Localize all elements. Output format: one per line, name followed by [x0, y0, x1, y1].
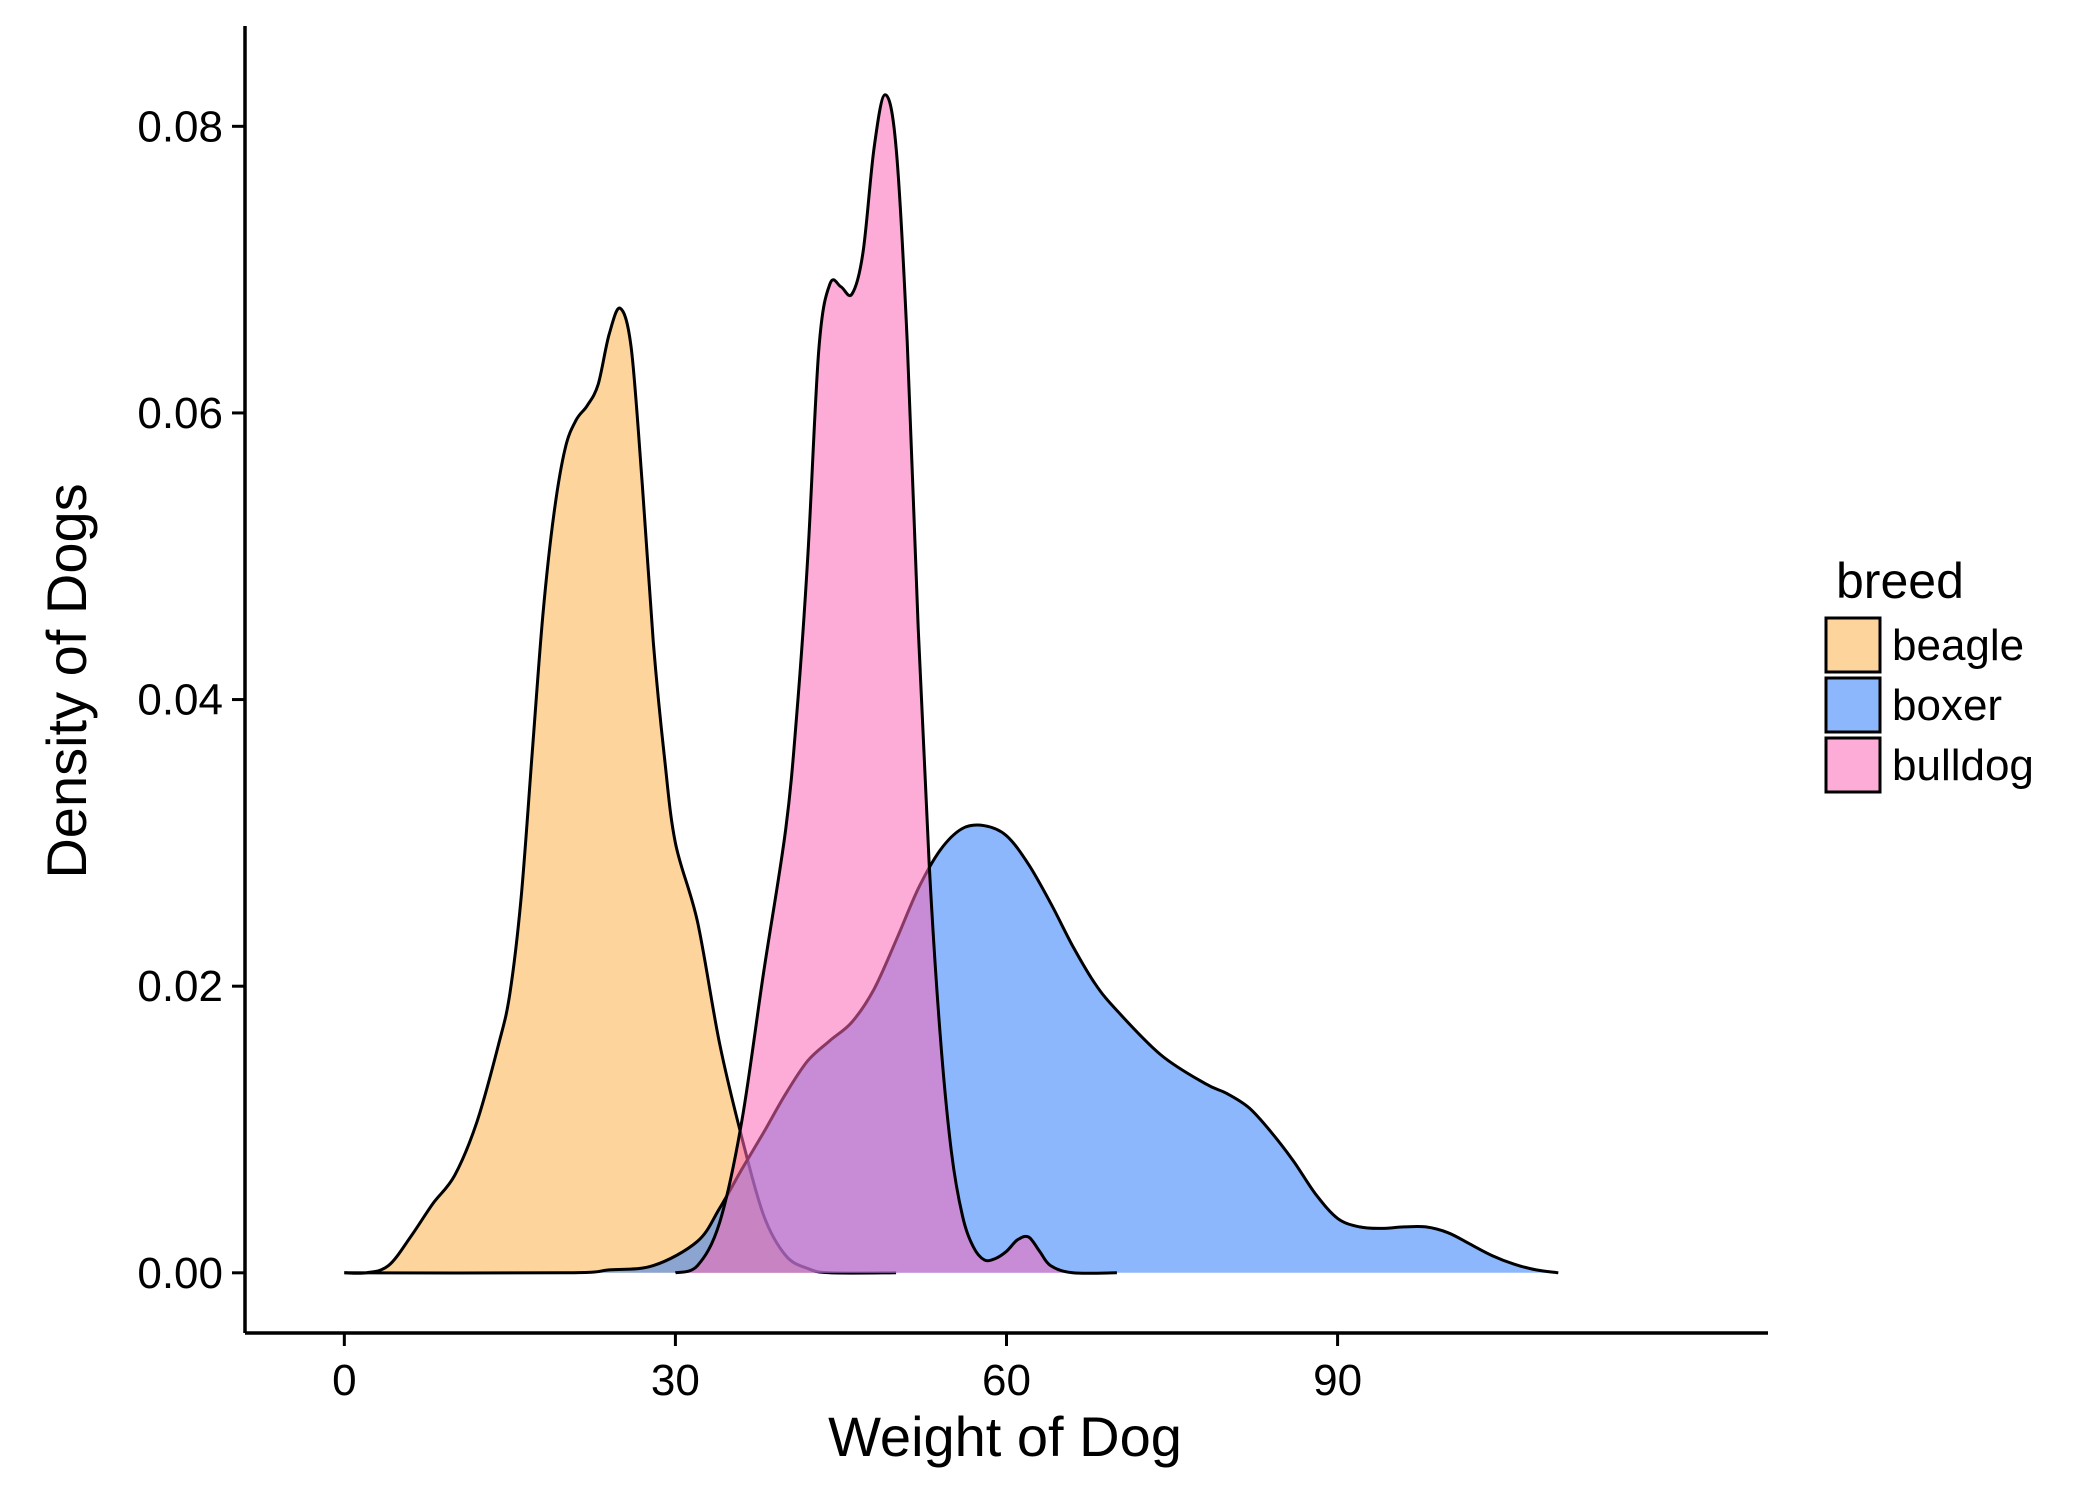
y-axis-title: Density of Dogs	[35, 483, 98, 878]
density-area-beagle	[344, 308, 897, 1274]
density-line-bulldog	[674, 93, 1117, 1275]
plot-area	[344, 93, 1559, 1275]
legend-swatch-beagle	[1824, 616, 1882, 674]
density-area-bulldog	[675, 94, 1117, 1274]
legend-label-boxer: boxer	[1892, 681, 2002, 730]
density-line-beagle	[344, 306, 897, 1275]
x-axis-title: Weight of Dog	[828, 1405, 1182, 1468]
y-tick-label: 0.00	[137, 1249, 223, 1298]
x-tick-label: 30	[651, 1356, 700, 1405]
legend-swatch-bulldog	[1824, 736, 1882, 794]
legend-label-bulldog: bulldog	[1892, 741, 2034, 790]
density-area-boxer	[344, 825, 1559, 1274]
x-tick-label: 90	[1313, 1356, 1362, 1405]
legend: breed beagle boxer bulldog	[1824, 553, 2034, 794]
legend-label-beagle: beagle	[1892, 621, 2024, 670]
legend-title: breed	[1836, 553, 1964, 609]
y-tick-label: 0.02	[137, 962, 223, 1011]
x-tick-label: 60	[982, 1356, 1031, 1405]
y-tick-label: 0.08	[137, 102, 223, 151]
axes: 0 30 60 90 0.00 0.02 0.04 0.06 0.08	[137, 26, 1768, 1405]
x-tick-label: 0	[332, 1356, 356, 1405]
y-tick-label: 0.04	[137, 676, 223, 725]
legend-swatch-boxer	[1824, 676, 1882, 734]
y-tick-label: 0.06	[137, 389, 223, 438]
